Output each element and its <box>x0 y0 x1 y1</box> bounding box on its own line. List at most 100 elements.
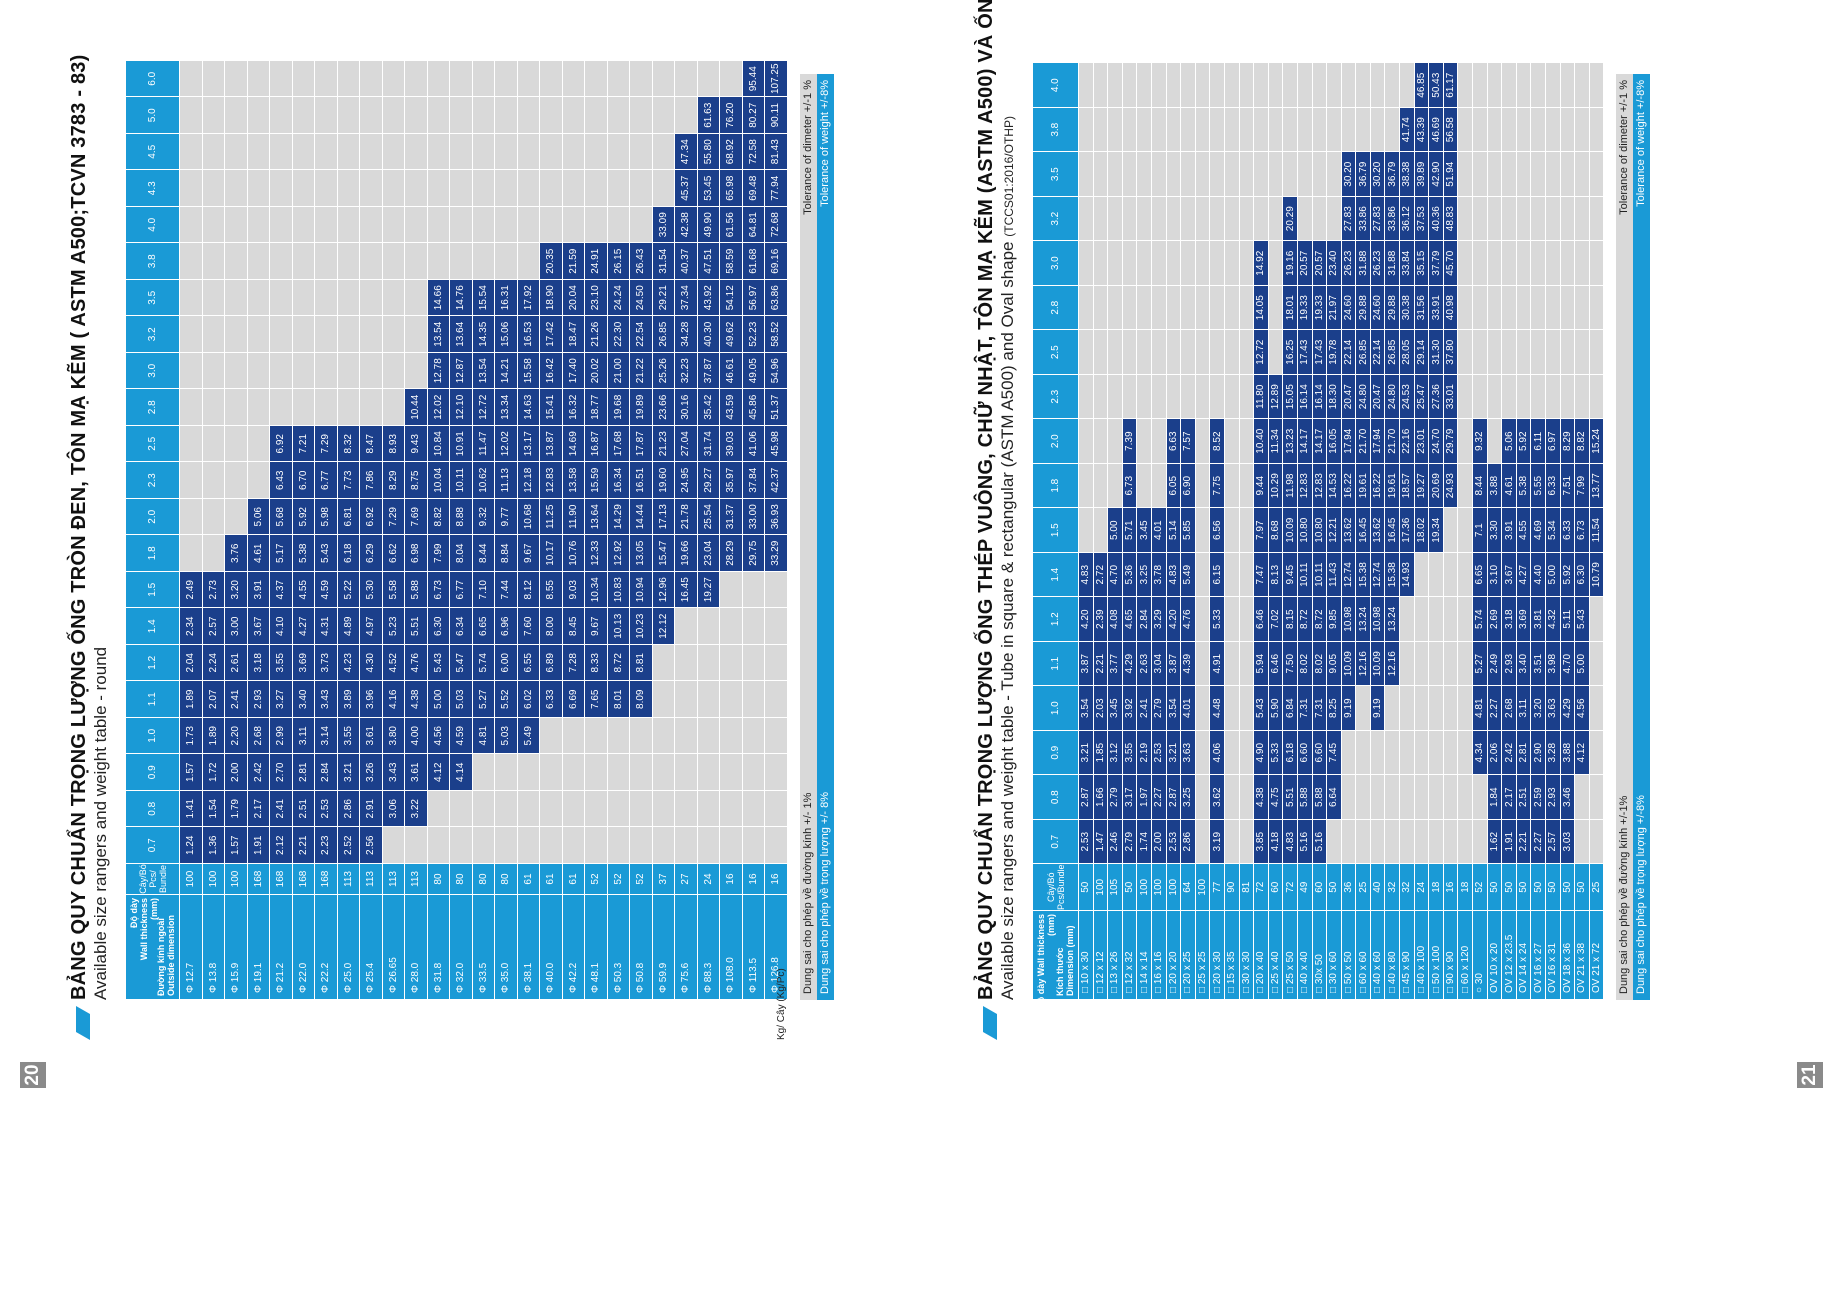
weight-cell: 8.29 <box>1560 418 1575 464</box>
empty-cell <box>764 790 787 827</box>
thickness-label-en: Wall thickness <box>1036 914 1046 977</box>
empty-cell <box>1224 463 1240 508</box>
weight-cell: 6.73 <box>1574 507 1590 553</box>
empty-cell <box>202 389 225 426</box>
empty-cell <box>247 170 270 207</box>
weight-cell: 3.21 <box>1078 730 1094 775</box>
row-size: Φ 33.5 <box>472 894 495 1000</box>
table-row: Φ 12.7 100 1.24 1.41 1.57 1.73 1.89 2.04 2.34 2.4… <box>179 60 202 1000</box>
empty-cell <box>269 316 292 353</box>
empty-cell <box>1501 196 1517 241</box>
empty-cell <box>404 206 427 243</box>
weight-cell: 13.77 <box>1589 463 1604 508</box>
table-row: Φ 50.8 52 8.09 8.81 10.23 10.94 13.05 14.44 16.5… <box>629 60 652 1000</box>
weight-cell: 3.28 <box>1545 730 1561 775</box>
empty-cell <box>629 60 652 97</box>
weight-cell: 4.32 <box>1545 596 1561 642</box>
empty-cell <box>1574 774 1590 820</box>
weight-cell: 6.90 <box>1180 463 1196 508</box>
weight-cell: 9.67 <box>517 535 540 572</box>
weight-cell: 10.80 <box>1297 507 1312 553</box>
title-accent-mark <box>76 1005 90 1041</box>
empty-cell <box>1428 641 1444 686</box>
empty-cell <box>179 352 202 389</box>
weight-cell: 5.43 <box>427 644 450 681</box>
weight-cell: 1.91 <box>247 827 270 864</box>
empty-cell <box>472 206 495 243</box>
weight-cell: 37.84 <box>742 462 765 499</box>
weight-cell: 6.30 <box>427 608 450 645</box>
empty-cell <box>314 133 337 170</box>
row-size: Φ 21.2 <box>269 894 292 1000</box>
row-bundle: 60 <box>1312 863 1327 911</box>
empty-cell <box>539 60 562 97</box>
row-size: Φ 32.0 <box>449 894 472 1000</box>
weight-cell: 8.81 <box>629 644 652 681</box>
weight-cell: 14.69 <box>562 425 585 462</box>
weight-cell: 5.27 <box>1472 641 1488 686</box>
weight-cell: 15.38 <box>1355 552 1371 597</box>
empty-cell <box>1151 196 1167 241</box>
empty-cell <box>314 389 337 426</box>
empty-cell <box>1093 374 1108 419</box>
weight-cell: 3.96 <box>359 681 382 718</box>
weight-cell: 52.23 <box>742 316 765 353</box>
table-row: □ 12 x 32 50 2.79 3.17 3.55 3.92 4.29 4.65 5.36 5… <box>1122 62 1137 1000</box>
empty-cell <box>494 97 517 134</box>
weight-cell: 5.90 <box>1268 685 1283 731</box>
weight-cell: 7.31 <box>1297 685 1312 731</box>
table-row: □ 30x 50 60 5.16 5.88 6.60 7.31 8.02 8.72 10.11 1… <box>1312 62 1327 1000</box>
empty-cell <box>652 644 675 681</box>
weight-cell: 41.74 <box>1399 107 1415 152</box>
empty-cell <box>539 717 562 754</box>
weight-cell: 21.97 <box>1326 285 1342 330</box>
thickness-header: 1.1 <box>125 681 180 718</box>
weight-cell: 12.18 <box>517 462 540 499</box>
weight-cell: 8.72 <box>1312 596 1327 642</box>
empty-cell <box>1341 62 1356 108</box>
row-bundle: 52 <box>607 863 630 895</box>
weight-cell: 7.31 <box>1312 685 1327 731</box>
weight-cell: 10.04 <box>427 462 450 499</box>
weight-cell: 6.34 <box>449 608 472 645</box>
weight-cell: 30.20 <box>1370 151 1385 197</box>
row-bundle: 24 <box>697 863 720 895</box>
square-tolerance-weight: Dung sai cho phép về trọng lượng +/-8% To… <box>1633 74 1651 1000</box>
weight-cell: 4.76 <box>404 644 427 681</box>
weight-cell: 3.69 <box>292 644 315 681</box>
weight-cell: 12.89 <box>1268 374 1283 419</box>
empty-cell <box>1282 151 1298 197</box>
empty-cell <box>292 352 315 389</box>
weight-cell: 2.00 <box>224 754 247 791</box>
weight-cell: 14.17 <box>1312 418 1327 464</box>
weight-cell: 5.51 <box>404 608 427 645</box>
empty-cell <box>1093 196 1108 241</box>
empty-cell <box>764 608 787 645</box>
weight-cell: 8.32 <box>337 425 360 462</box>
weight-cell: 33.86 <box>1384 196 1400 241</box>
empty-cell <box>1136 62 1152 108</box>
row-bundle: 50 <box>1078 863 1094 911</box>
weight-cell: 55.80 <box>697 133 720 170</box>
weight-cell: 19.61 <box>1355 463 1371 508</box>
weight-cell: 1.84 <box>1487 774 1502 820</box>
empty-cell <box>1399 774 1415 820</box>
empty-cell <box>269 389 292 426</box>
empty-cell <box>1574 285 1590 330</box>
weight-cell: 2.59 <box>1530 774 1546 820</box>
weight-cell: 5.88 <box>404 571 427 608</box>
weight-cell: 33.84 <box>1399 240 1415 286</box>
weight-cell: 41.06 <box>742 425 765 462</box>
weight-cell: 10.76 <box>562 535 585 572</box>
weight-cell: 15.38 <box>1384 552 1400 597</box>
empty-cell <box>1297 107 1312 152</box>
row-bundle: 100 <box>1166 863 1181 911</box>
empty-cell <box>1516 151 1531 197</box>
empty-cell <box>652 60 675 97</box>
empty-cell <box>1457 62 1473 108</box>
weight-cell: 2.21 <box>1093 641 1108 686</box>
weight-cell: 10.62 <box>472 462 495 499</box>
empty-cell <box>292 279 315 316</box>
weight-cell: 2.70 <box>269 754 292 791</box>
empty-cell <box>1443 507 1458 553</box>
